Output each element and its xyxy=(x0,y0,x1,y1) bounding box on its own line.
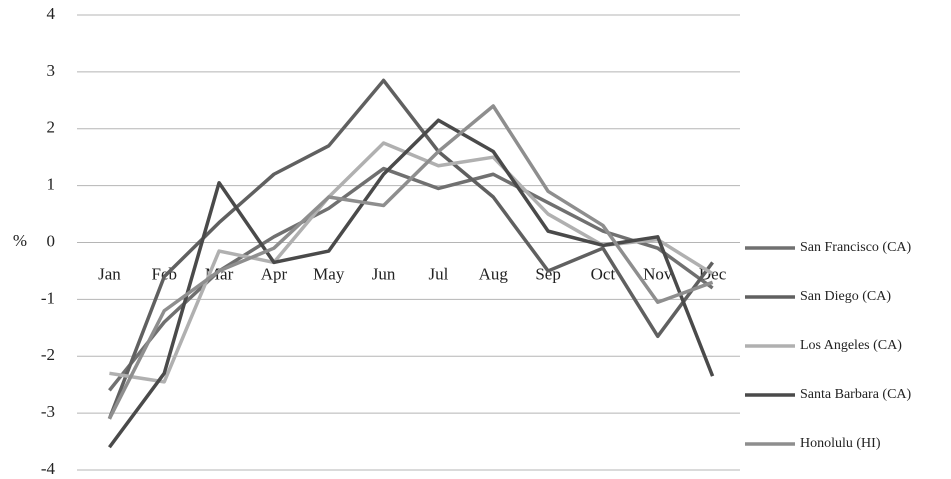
series-line xyxy=(107,78,714,420)
legend-label: San Francisco (CA) xyxy=(800,240,912,255)
series-line xyxy=(107,104,714,420)
x-tick-label: Jun xyxy=(372,264,396,283)
legend-label: Honolulu (HI) xyxy=(800,436,881,451)
y-tick-label: 0 xyxy=(47,231,56,250)
x-tick-label: Jan xyxy=(98,264,121,283)
legend-label: Los Angeles (CA) xyxy=(800,338,902,353)
legend-label: Santa Barbara (CA) xyxy=(800,387,912,402)
y-tick-label: -1 xyxy=(41,288,55,307)
y-tick-label: 3 xyxy=(47,61,56,80)
series-line xyxy=(108,118,715,449)
y-tick-label: 1 xyxy=(47,175,56,194)
x-tick-label: May xyxy=(313,264,345,283)
x-tick-label: Oct xyxy=(591,264,616,283)
legend-label: San Diego (CA) xyxy=(800,289,891,304)
y-tick-label: -2 xyxy=(41,345,55,364)
x-tick-label: Nov xyxy=(643,264,673,283)
x-tick-label: Apr xyxy=(261,264,288,283)
y-tick-label: -3 xyxy=(41,402,55,421)
y-tick-label: 2 xyxy=(47,118,56,137)
y-axis-label: % xyxy=(13,231,27,250)
y-tick-label: 4 xyxy=(47,4,56,23)
x-tick-label: Aug xyxy=(479,264,509,283)
y-tick-label: -4 xyxy=(41,459,56,478)
x-tick-label: Jul xyxy=(428,264,448,283)
